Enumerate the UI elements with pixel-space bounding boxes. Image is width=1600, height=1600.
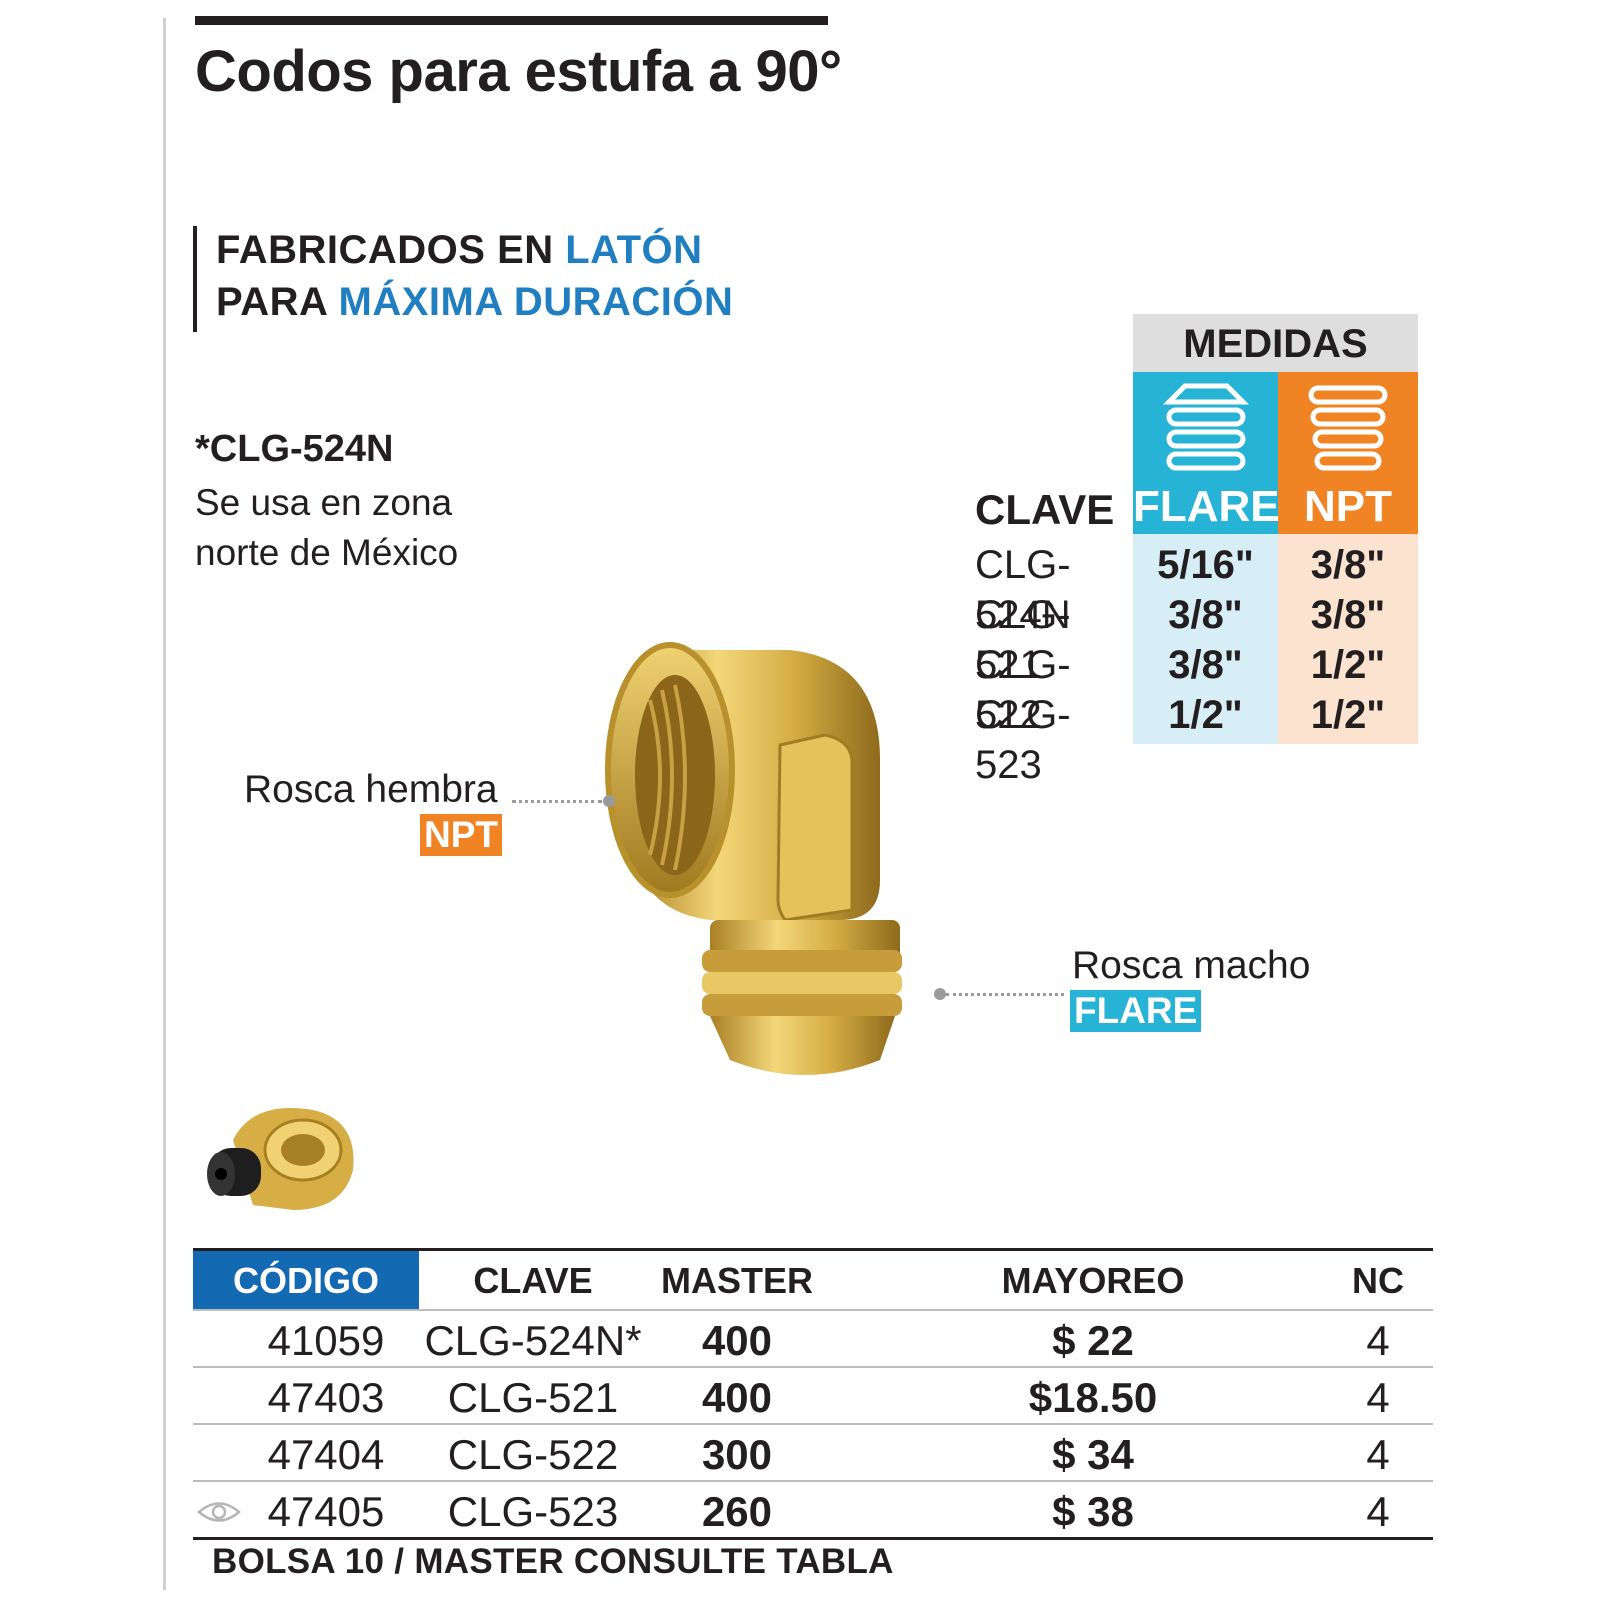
tagline-line-1: FABRICADOS EN LATÓN [216,228,703,273]
medidas-flare: 3/8" [1168,643,1243,687]
cell-nc: 4 [1366,1488,1390,1535]
th-mayoreo: MAYOREO [1001,1260,1185,1301]
medidas-npt: 3/8" [1310,543,1386,587]
cell-codigo: 41059 [267,1317,385,1364]
cell-codigo: 47404 [267,1431,385,1478]
medidas-clave: CLG-524N [975,543,1071,637]
cell-clave: CLG-524N* [424,1317,642,1364]
cell-clave: CLG-522 [447,1431,619,1478]
cell-master: 300 [701,1431,773,1478]
rosca-macho-label: Rosca macho [1072,944,1311,987]
cell-nc: 4 [1366,1317,1390,1364]
table-row: 47403 CLG-521 400 $18.50 4 [193,1366,1433,1425]
medidas-clave-header: CLAVE [975,486,1115,533]
npt-header-label: NPT [1304,482,1392,531]
cell-codigo: 47405 [267,1488,385,1535]
cell-nc: 4 [1366,1431,1390,1478]
th-nc: NC [1352,1260,1404,1301]
tagline-bar [193,226,197,332]
cell-nc: 4 [1366,1374,1390,1421]
left-margin-rule [163,18,166,1590]
th-codigo: CÓDIGO [232,1260,379,1301]
npt-column-header: NPT [1278,372,1418,534]
rosca-macho-point [934,988,946,1000]
th-master: MASTER [661,1260,813,1301]
rosca-hembra-badge: NPT [420,814,502,856]
medidas-title: MEDIDAS [1133,314,1418,372]
medidas-clave: CLG-523 [975,693,1071,787]
flare-column-body [1133,534,1278,744]
rosca-hembra-point [603,795,615,807]
medidas-npt: 1/2" [1310,643,1386,687]
rosca-macho-leader [946,993,1064,996]
medidas-clave: CLG-522 [975,643,1071,737]
cell-mayoreo: $18.50 [1028,1374,1158,1421]
codigo-header-bg [193,1251,419,1309]
flare-header-label: FLARE [1133,482,1280,531]
cell-clave: CLG-523 [447,1488,619,1535]
medidas-flare: 5/16" [1157,543,1254,587]
medidas-npt: 3/8" [1310,593,1386,637]
th-clave: CLAVE [473,1260,593,1301]
npt-thread-icon [1308,385,1388,471]
cell-master: 400 [701,1374,773,1421]
medidas-flare: 1/2" [1168,693,1243,737]
cell-clave: CLG-521 [447,1374,619,1421]
tagline-line-2: PARA MÁXIMA DURACIÓN [216,280,733,325]
note-text: Se usa en zona norte de México [195,482,459,573]
cell-mayoreo: $ 34 [1052,1431,1134,1478]
cell-mayoreo: $ 38 [1052,1488,1134,1535]
rosca-hembra-label: Rosca hembra [244,768,498,811]
rosca-hembra-leader [512,800,602,803]
rosca-macho-badge: FLARE [1070,990,1202,1032]
table-row: 47405 CLG-523 260 $ 38 4 [193,1480,1433,1539]
tagline-line-2-prefix: PARA [216,280,339,324]
cell-master: 400 [701,1317,773,1364]
title-top-rule [195,16,828,25]
cell-master: 260 [701,1488,773,1535]
brass-elbow-image [605,642,902,1075]
flare-thread-icon [1163,383,1249,471]
medidas-clave: CLG-521 [975,593,1071,687]
tagline-line-1-highlight: LATÓN [565,228,703,272]
medidas-npt: 1/2" [1310,693,1386,737]
table-top-rule [193,1248,1433,1251]
medidas-flare: 3/8" [1168,593,1243,637]
page-title: Codos para estufa a 90° [195,39,842,104]
note-code: *CLG-524N [195,428,394,470]
small-elbow-image [207,1108,354,1210]
cell-codigo: 47403 [267,1374,385,1421]
table-row: 47404 CLG-522 300 $ 34 4 [193,1423,1433,1482]
eye-icon[interactable] [197,1499,241,1525]
npt-column-body [1278,534,1418,744]
table-footnote: BOLSA 10 / MASTER CONSULTE TABLA [212,1542,894,1581]
tagline-line-1-prefix: FABRICADOS EN [216,228,566,272]
cell-mayoreo: $ 22 [1052,1317,1134,1364]
table-bottom-rule [193,1537,1433,1540]
flare-column-header: FLARE [1133,372,1280,534]
table-row: 41059 CLG-524N* 400 $ 22 4 [193,1309,1433,1368]
tagline-line-2-highlight: MÁXIMA DURACIÓN [338,280,734,324]
